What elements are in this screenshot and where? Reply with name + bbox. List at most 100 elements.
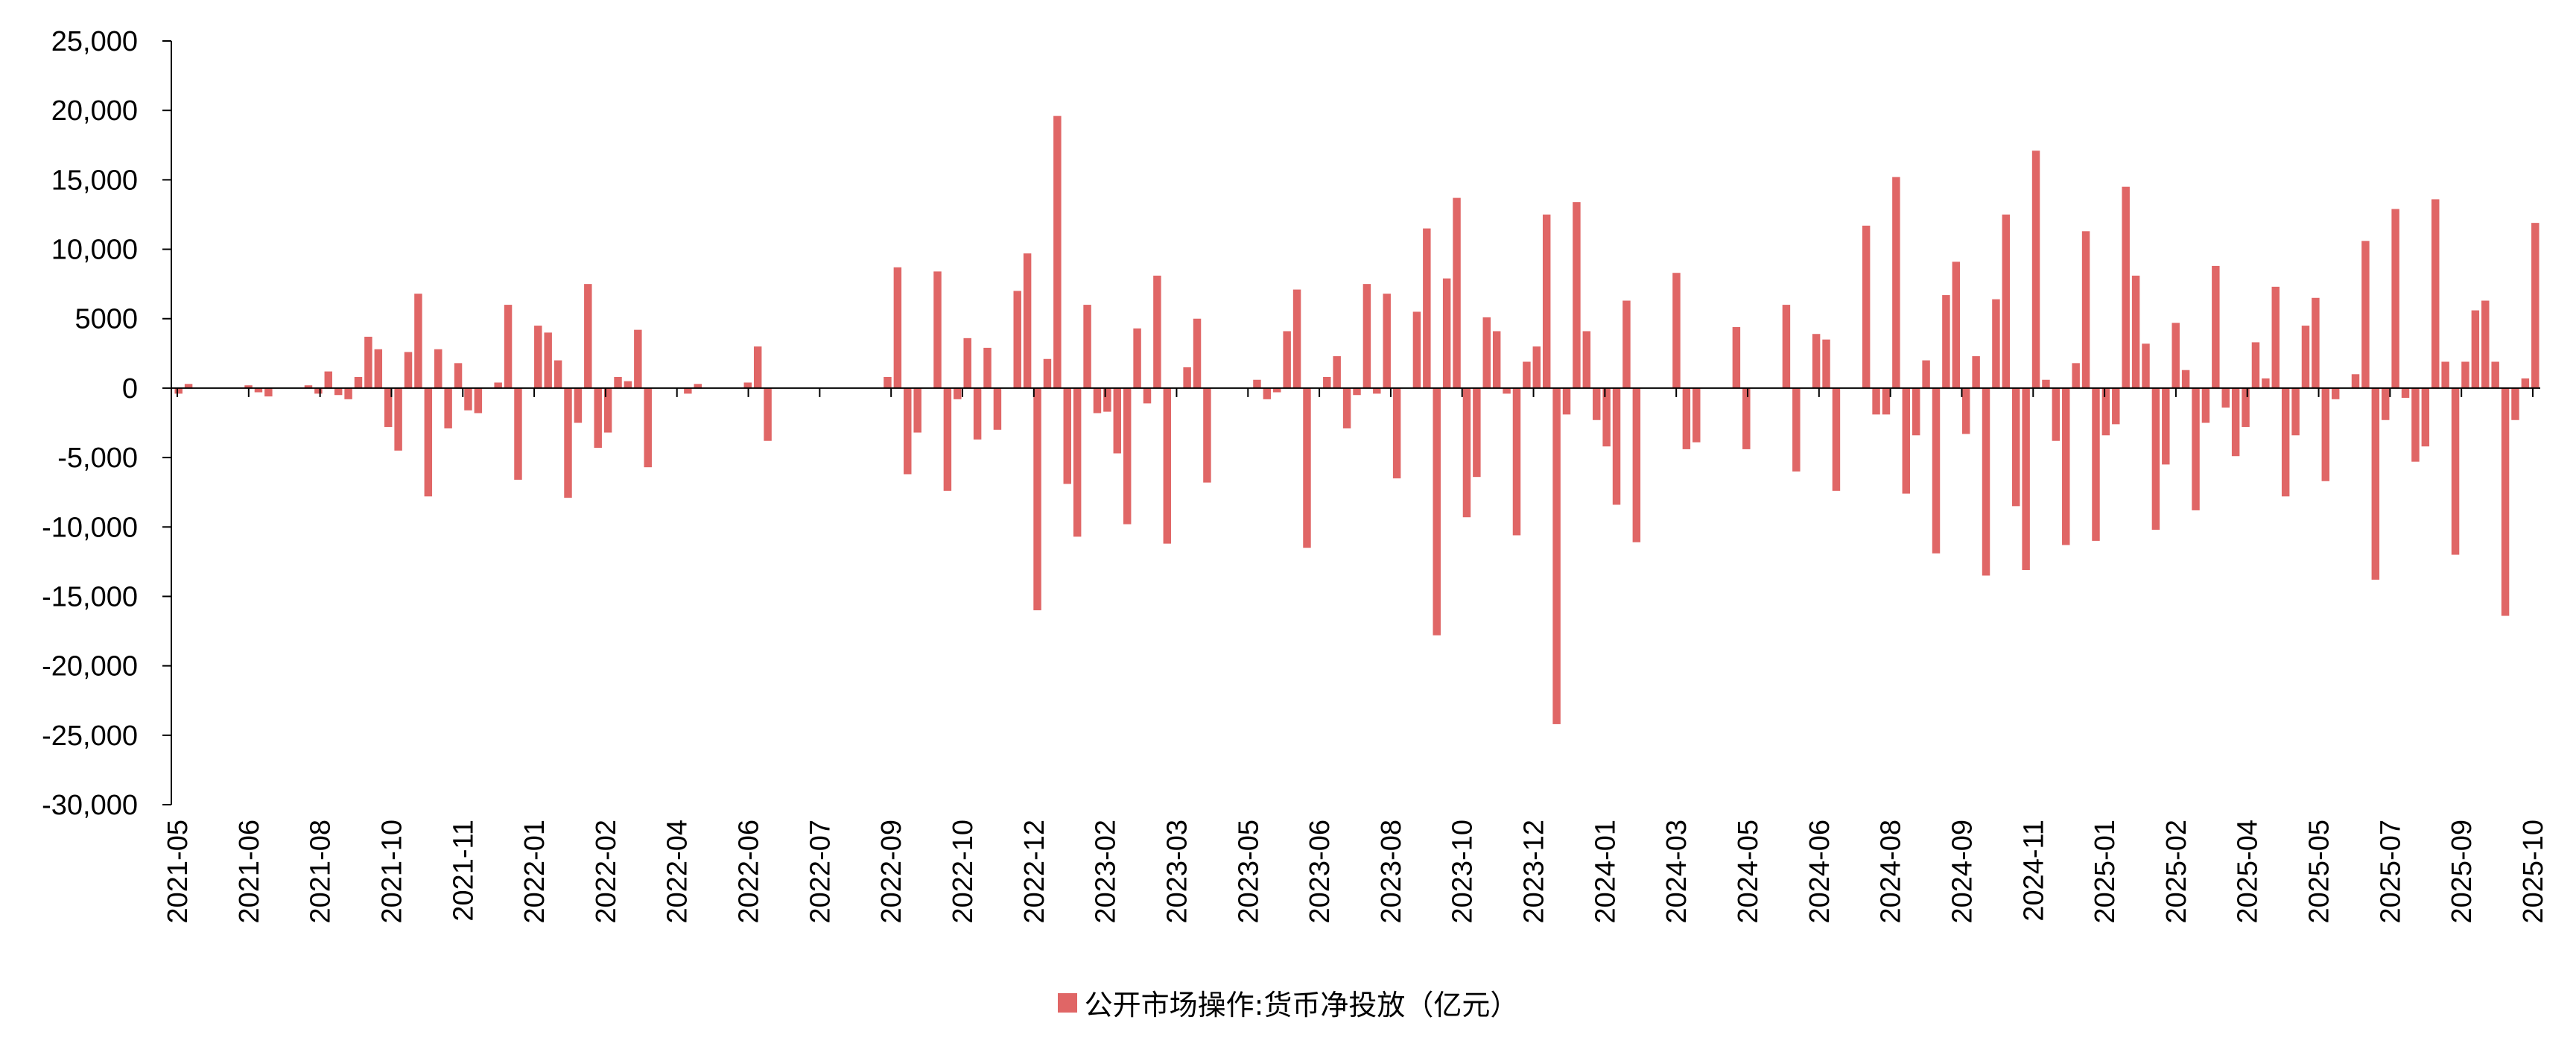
bar [2441, 361, 2449, 388]
bar [2131, 275, 2140, 388]
bar [684, 387, 692, 394]
x-tick-label: 2023-03 [1161, 820, 1193, 923]
bar [1742, 387, 1751, 449]
bar [1412, 311, 1421, 388]
x-axis: 2021-05 2021-06 2021-08 2021-10 2021-11 2022-… [162, 387, 2549, 923]
x-tick-label: 2025-04 [2233, 820, 2264, 923]
y-tick-label: -20,000 [42, 651, 138, 682]
bar [2081, 231, 2090, 388]
x-tick-label: 2025-07 [2375, 820, 2406, 923]
x-tick-label: 2025-02 [2161, 820, 2192, 923]
y-tick-label: -30,000 [42, 790, 138, 821]
bar [2501, 387, 2510, 616]
bar [2042, 379, 2050, 388]
x-tick-label: 2023-08 [1376, 820, 1407, 923]
bar [244, 385, 253, 388]
bar [2291, 387, 2300, 436]
x-tick-label: 2022-06 [734, 820, 765, 923]
bar [1342, 387, 1351, 428]
x-tick-label: 2021-11 [448, 820, 479, 922]
bar [404, 352, 413, 388]
x-tick-label: 2021-05 [162, 820, 194, 923]
bar [2331, 387, 2340, 399]
x-tick-label: 2022-10 [948, 820, 979, 923]
x-tick-label: 2022-12 [1019, 820, 1050, 923]
bar [2321, 387, 2330, 481]
bar [2371, 387, 2380, 580]
bar [1693, 387, 1701, 443]
x-tick-label: 2024-11 [2018, 820, 2049, 922]
bar [1423, 228, 1431, 388]
bar [2451, 387, 2460, 555]
bar [1043, 358, 1052, 388]
bar [1083, 305, 1091, 388]
x-tick-label: 2021-08 [305, 820, 337, 923]
bar [1013, 291, 1021, 388]
bar [1592, 387, 1601, 420]
bar [1492, 331, 1501, 388]
bar [374, 349, 383, 388]
bar [943, 387, 952, 491]
bar [1622, 300, 1631, 388]
bar [1682, 387, 1691, 449]
bar [2072, 363, 2080, 388]
x-tick-label: 2022-04 [662, 820, 694, 923]
x-tick-label: 2024-01 [1590, 820, 1621, 923]
bar [2022, 387, 2030, 571]
bar [2101, 387, 2110, 436]
bar [1442, 278, 1451, 388]
bar [184, 384, 193, 388]
bar [434, 349, 442, 388]
bar [1952, 262, 1961, 388]
bar [2511, 387, 2519, 420]
bar [883, 377, 892, 388]
bar [1992, 299, 2000, 388]
bar [1632, 387, 1641, 542]
bar [553, 360, 562, 388]
bar [1283, 331, 1291, 388]
bar [2231, 387, 2240, 457]
bar [1253, 379, 1261, 388]
bar [2312, 297, 2320, 388]
bar [2012, 387, 2020, 507]
bar [1303, 387, 1311, 548]
bar [2112, 387, 2120, 425]
x-tick-label: 2024-06 [1804, 820, 1836, 923]
bar [1672, 273, 1681, 388]
bar [2401, 387, 2410, 398]
x-tick-label: 2022-02 [591, 820, 622, 923]
bar [2262, 378, 2270, 388]
bar [324, 371, 333, 388]
x-tick-label: 2022-01 [519, 820, 551, 923]
bar [364, 336, 372, 388]
bar [973, 387, 982, 440]
bar [1942, 295, 1950, 388]
bar [174, 387, 183, 394]
bar [2531, 223, 2539, 388]
bar [2092, 387, 2100, 541]
bar [1063, 387, 1071, 484]
bar [2481, 300, 2490, 388]
bar [1033, 387, 1041, 611]
bar [1073, 387, 1082, 537]
y-tick-label: 25,000 [51, 26, 138, 57]
bar [2391, 209, 2399, 388]
bar [1822, 339, 1830, 388]
bar [2221, 387, 2230, 408]
bar [584, 284, 592, 388]
x-tick-label: 2023-10 [1447, 820, 1479, 923]
bar [314, 387, 323, 394]
x-tick-label: 2024-08 [1876, 820, 1907, 923]
y-tick-label: -5,000 [57, 443, 138, 474]
bar [1972, 356, 1980, 388]
bar [464, 387, 472, 411]
bar [1582, 331, 1591, 388]
bar [913, 387, 921, 433]
bar [514, 387, 522, 480]
bar [344, 387, 352, 399]
bar [494, 382, 502, 388]
bar [2281, 387, 2290, 497]
bar [1602, 387, 1611, 447]
bar [304, 385, 313, 388]
